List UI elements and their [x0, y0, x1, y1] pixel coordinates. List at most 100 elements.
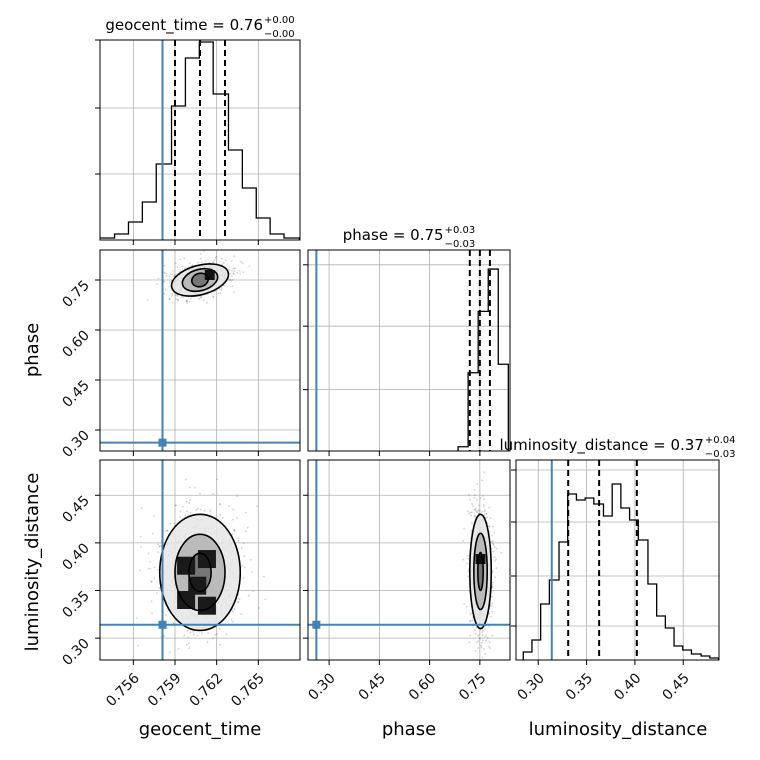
phase-vs-luminosity-distance-sample-point — [485, 513, 488, 515]
phase-vs-luminosity-distance-sample-point — [463, 527, 466, 530]
phase-vs-luminosity-distance-sample-point — [484, 653, 486, 655]
geocent-time-vs-phase-sample-point — [234, 267, 237, 269]
geocent-time-vs-phase-sample-point — [213, 259, 216, 262]
geocent-time-vs-luminosity-distance-sample-point — [189, 511, 192, 514]
phase-vs-luminosity-distance-sample-point — [483, 471, 486, 474]
geocent-time-vs-phase-sample-point — [189, 262, 191, 265]
geocent-time-vs-phase-sample-point — [174, 274, 176, 276]
geocent-time-vs-phase-sample-point — [240, 260, 242, 263]
phase-vs-luminosity-distance-sample-point — [477, 647, 480, 649]
geocent-time-vs-luminosity-distance-sample-point — [163, 635, 166, 637]
geocent-time-vs-phase-sample-point — [189, 297, 192, 300]
geocent-time-vs-luminosity-distance-sample-point — [199, 508, 202, 511]
geocent-time-vs-luminosity-distance-sample-point — [218, 503, 221, 506]
geocent-time-vs-luminosity-distance-sample-point — [174, 504, 177, 507]
phase-vs-luminosity-distance-sample-point — [500, 551, 503, 554]
phase-vs-luminosity-distance-sample-point — [480, 644, 483, 647]
geocent-time-vs-phase-sample-point — [230, 260, 233, 263]
phase-vs-luminosity-distance-sample-point — [480, 646, 483, 649]
geocent-time-vs-luminosity-distance-sample-point — [188, 486, 191, 489]
geocent-time-vs-phase-sample-point — [212, 261, 215, 263]
geocent-time-vs-phase-sample-point — [174, 262, 177, 265]
geocent-time-vs-luminosity-distance-sample-point — [195, 678, 197, 680]
geocent-time-vs-luminosity-distance-sample-point — [206, 641, 209, 644]
geocent-time-marginal-title: geocent_time = 0.76+0.00 — [105, 15, 294, 35]
phase-vs-luminosity-distance-sample-point — [489, 647, 491, 649]
phase-vs-luminosity-distance-sample-point — [469, 634, 471, 637]
phase-vs-luminosity-distance-sample-point — [483, 510, 486, 513]
phase-marginal-plot-area — [308, 250, 510, 451]
geocent-time-vs-phase-sample-point — [212, 296, 215, 299]
geocent-time-vs-luminosity-distance-sample-point — [137, 644, 140, 647]
geocent-time-vs-phase-sample-point — [182, 296, 185, 299]
geocent-time-vs-phase-sample-point — [248, 265, 251, 268]
phase-vs-luminosity-distance-sample-point — [481, 510, 483, 513]
luminosity-distance-marginal-xtick-label-3: 0.45 — [659, 670, 692, 703]
geocent-time-vs-phase-contour-2 — [170, 263, 230, 297]
geocent-time-vs-phase-sample-point — [233, 291, 235, 294]
phase-vs-luminosity-distance-sample-point — [481, 656, 484, 659]
phase-vs-luminosity-distance-sample-point — [462, 558, 465, 561]
phase-vs-luminosity-distance-sample-point — [488, 640, 491, 643]
geocent-time-vs-luminosity-distance-sample-point — [158, 587, 161, 589]
phase-vs-luminosity-distance-sample-point — [490, 616, 492, 618]
geocent-time-vs-phase-sample-point — [168, 275, 171, 278]
geocent-time-vs-luminosity-distance-sample-point — [212, 637, 214, 639]
geocent-time-vs-luminosity-distance-sample-point — [233, 529, 236, 532]
phase-vs-luminosity-distance-sample-point — [472, 505, 474, 508]
geocent-time-vs-luminosity-distance-sample-point — [192, 630, 195, 633]
geocent-time-vs-phase-sample-point — [223, 284, 226, 287]
geocent-time-vs-phase-sample-point — [229, 272, 232, 275]
phase-vs-luminosity-distance-sample-point — [469, 511, 471, 514]
xlabel-geocent-time: geocent_time — [139, 719, 262, 740]
phase-vs-luminosity-distance-sample-point — [474, 509, 477, 512]
geocent-time-vs-luminosity-distance-ytick-label-0: 0.30 — [59, 636, 92, 669]
geocent-time-vs-luminosity-distance-xtick-label-2: 0.762 — [187, 670, 227, 710]
phase-vs-luminosity-distance-sample-point — [491, 595, 494, 598]
geocent-time-vs-phase-sample-point — [191, 264, 194, 267]
geocent-time-vs-luminosity-distance-sample-point — [189, 631, 192, 634]
geocent-time-vs-phase-sample-point — [175, 294, 177, 297]
geocent-time-marginal-frame — [99, 39, 301, 241]
geocent-time-vs-luminosity-distance-sample-point — [186, 629, 189, 632]
geocent-time-vs-luminosity-distance-sample-point — [139, 569, 142, 572]
geocent-time-vs-phase-density-level-2 — [191, 273, 209, 287]
geocent-time-vs-phase: 0.30 0.45 0.60 0.75 — [59, 249, 301, 461]
geocent-time-vs-phase-sample-point — [186, 299, 189, 302]
phase-vs-luminosity-distance-sample-point — [474, 633, 477, 636]
geocent-time-vs-phase-sample-point — [169, 281, 171, 283]
geocent-time-vs-phase-sample-point — [191, 264, 194, 267]
geocent-time-vs-luminosity-distance-sample-point — [169, 522, 172, 525]
geocent-time-vs-luminosity-distance-sample-point — [172, 622, 175, 625]
phase-vs-luminosity-distance-sample-point — [469, 613, 472, 616]
phase-vs-luminosity-distance-sample-point — [485, 512, 488, 515]
geocent-time-vs-luminosity-distance-sample-point — [264, 598, 267, 601]
ylabel-phase: phase — [22, 323, 43, 377]
geocent-time-vs-luminosity-distance-ytick-label-3: 0.45 — [59, 493, 92, 526]
phase-vs-luminosity-distance-sample-point — [474, 650, 477, 652]
geocent-time-vs-luminosity-distance-sample-point — [219, 513, 222, 516]
geocent-time-vs-phase-contour-0 — [190, 272, 210, 288]
geocent-time-vs-phase-sample-point — [231, 279, 234, 281]
geocent-time-vs-phase-sample-point — [241, 262, 244, 265]
phase-vs-luminosity-distance-sample-point — [470, 511, 473, 514]
geocent-time-vs-luminosity-distance-sample-point — [240, 613, 243, 616]
phase-vs-luminosity-distance-sample-point — [483, 514, 486, 516]
geocent-time-vs-phase-sample-point — [203, 250, 206, 252]
phase-marginal-title-value: phase = 0.75 — [343, 226, 444, 244]
geocent-time-vs-phase-sample-point — [231, 285, 234, 288]
geocent-time-vs-luminosity-distance-sample-point — [230, 618, 233, 621]
geocent-time-vs-phase-sample-point — [220, 286, 223, 289]
geocent-time-vs-luminosity-distance-sample-point — [221, 516, 224, 519]
phase-vs-luminosity-distance-sample-point — [471, 521, 473, 524]
geocent-time-vs-luminosity-distance-sample-point — [258, 607, 260, 609]
phase-vs-luminosity-distance-sample-point — [481, 641, 483, 644]
geocent-time-vs-phase-sample-point — [239, 272, 241, 275]
geocent-time-vs-luminosity-distance-sample-point — [243, 555, 246, 557]
luminosity-distance-marginal-histogram — [522, 483, 719, 660]
luminosity-distance-marginal-title-value: luminosity_distance = 0.37 — [499, 436, 703, 455]
geocent-time-vs-phase-frame — [99, 249, 301, 452]
geocent-time-vs-phase-sample-point — [197, 261, 199, 264]
geocent-time-vs-luminosity-distance-sample-point — [150, 580, 153, 583]
